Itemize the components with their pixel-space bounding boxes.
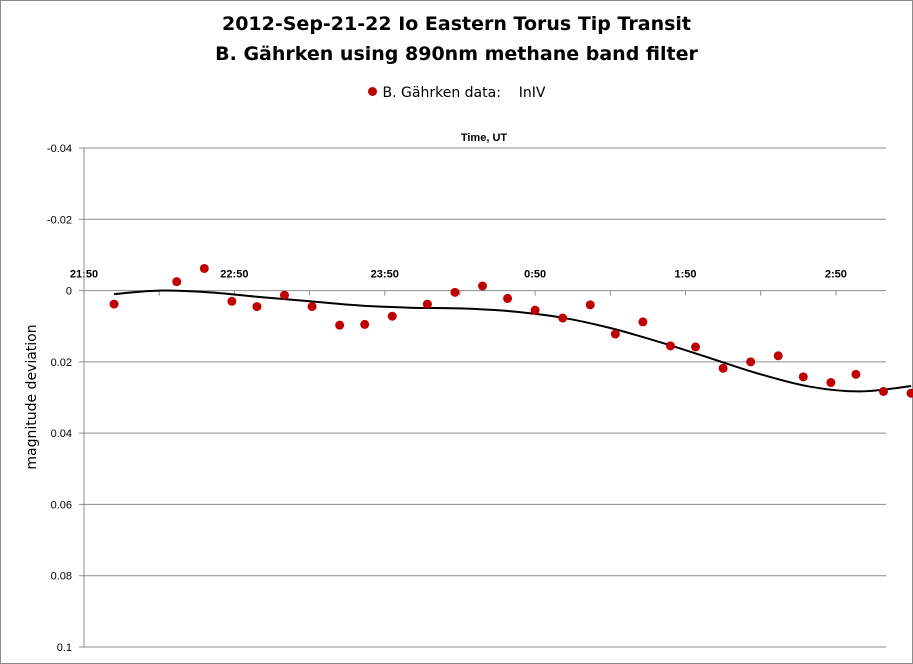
data-point: [638, 317, 648, 327]
y-tick-label: 0.02: [51, 357, 72, 369]
legend: B. Gährken data: InIV: [0, 85, 913, 101]
y-tick-label: 0.1: [57, 642, 72, 654]
data-point: [172, 277, 182, 287]
data-point: [773, 351, 783, 361]
data-point: [387, 311, 397, 321]
x-tick-label: 23:50: [371, 269, 399, 281]
legend-marker-icon: [367, 87, 377, 96]
y-tick-label: 0: [66, 286, 72, 298]
data-point: [558, 313, 568, 323]
data-point: [826, 378, 836, 388]
y-axis-ticks: -0.04 -0.02 0 0.02 0.04 0.06 0.08 0.1: [47, 143, 84, 654]
y-tick-label: -0.04: [47, 143, 72, 155]
data-point: [851, 369, 861, 379]
data-point: [199, 263, 209, 273]
legend-entry-label: B. Gährken data:: [382, 85, 501, 101]
data-point: [252, 302, 262, 312]
data-points: [109, 263, 913, 398]
data-point: [718, 363, 728, 373]
data-point: [665, 341, 675, 351]
gridlines: [84, 147, 886, 648]
data-point: [746, 357, 756, 367]
y-axis-label: magnitude deviation: [24, 324, 40, 469]
data-point: [335, 320, 345, 330]
data-point: [450, 287, 460, 297]
data-point: [280, 290, 289, 300]
y-tick-label: 0.04: [51, 428, 72, 440]
y-tick-label: 0.06: [51, 499, 72, 511]
data-point: [906, 388, 913, 398]
data-point: [422, 299, 432, 309]
data-point: [109, 299, 119, 309]
x-tick-label: 22:50: [220, 269, 248, 281]
data-point: [227, 296, 237, 306]
data-point: [691, 342, 701, 352]
data-point: [878, 386, 888, 396]
legend-entry-suffix: InIV: [518, 85, 546, 101]
y-tick-label: 0.08: [51, 571, 72, 583]
chart-title: 2012-Sep-21-22 Io Eastern Torus Tip Tran…: [221, 13, 692, 35]
x-tick-label: 0:50: [524, 269, 546, 281]
data-point: [530, 305, 540, 315]
x-tick-label: 2:50: [825, 269, 847, 281]
data-point: [307, 302, 317, 312]
x-axis-label: Time, UT: [461, 132, 508, 144]
data-point: [585, 300, 595, 310]
chart-subtitle: B. Gährken using 890nm methane band filt…: [215, 43, 698, 65]
data-point: [610, 329, 620, 339]
y-tick-label: -0.02: [47, 214, 72, 226]
data-point: [798, 372, 808, 382]
data-point: [503, 293, 513, 303]
x-tick-label: 1:50: [674, 269, 696, 281]
data-point: [360, 319, 370, 329]
data-point: [477, 281, 487, 291]
x-axis-ticks: 21:50 22:50 23:50 0:50 1:50 2:50: [70, 269, 847, 296]
trend-line: [114, 289, 912, 393]
